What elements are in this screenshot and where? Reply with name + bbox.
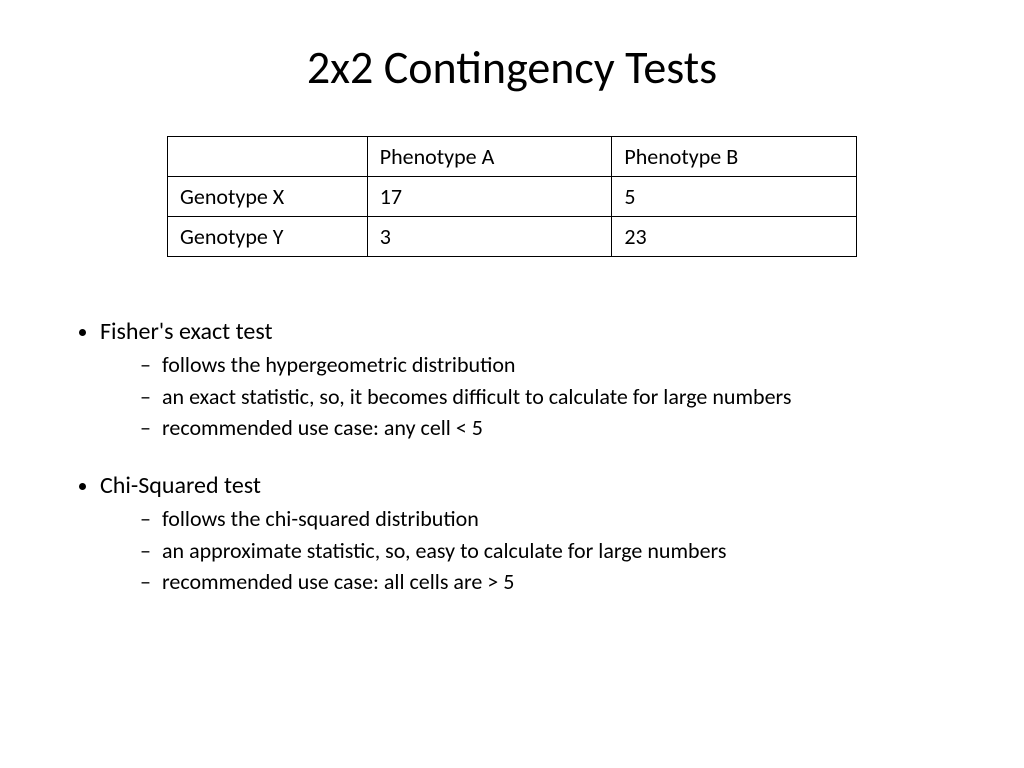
bullet-level2-group: follows the chi-squared distribution an … [140,504,974,597]
table-header-cell: Phenotype A [367,137,612,177]
bullet-level1: Chi-Squared test [100,471,974,500]
bullet-level2: follows the chi-squared distribution [140,504,974,534]
bullet-level2: an exact statistic, so, it becomes diffi… [140,382,974,412]
contingency-table: Phenotype A Phenotype B Genotype X 17 5 … [167,136,857,257]
table-cell: Genotype X [168,177,368,217]
table-cell: 5 [612,177,857,217]
table-cell: 23 [612,217,857,257]
slide-title: 2x2 Contingency Tests [50,40,974,96]
bullet-level1: Fisher's exact test [100,317,974,346]
table-header-row: Phenotype A Phenotype B [168,137,857,177]
table-header-cell: Phenotype B [612,137,857,177]
table-row: Genotype X 17 5 [168,177,857,217]
bullet-content: Fisher's exact test follows the hypergeo… [50,317,974,597]
bullet-level2: an approximate statistic, so, easy to ca… [140,536,974,566]
table-row: Genotype Y 3 23 [168,217,857,257]
table-header-cell [168,137,368,177]
bullet-level2: recommended use case: all cells are > 5 [140,567,974,597]
table-cell: 3 [367,217,612,257]
bullet-level2: follows the hypergeometric distribution [140,350,974,380]
bullet-level2: recommended use case: any cell < 5 [140,413,974,443]
table-cell: Genotype Y [168,217,368,257]
table-cell: 17 [367,177,612,217]
bullet-level2-group: follows the hypergeometric distribution … [140,350,974,443]
contingency-table-wrapper: Phenotype A Phenotype B Genotype X 17 5 … [50,136,974,257]
